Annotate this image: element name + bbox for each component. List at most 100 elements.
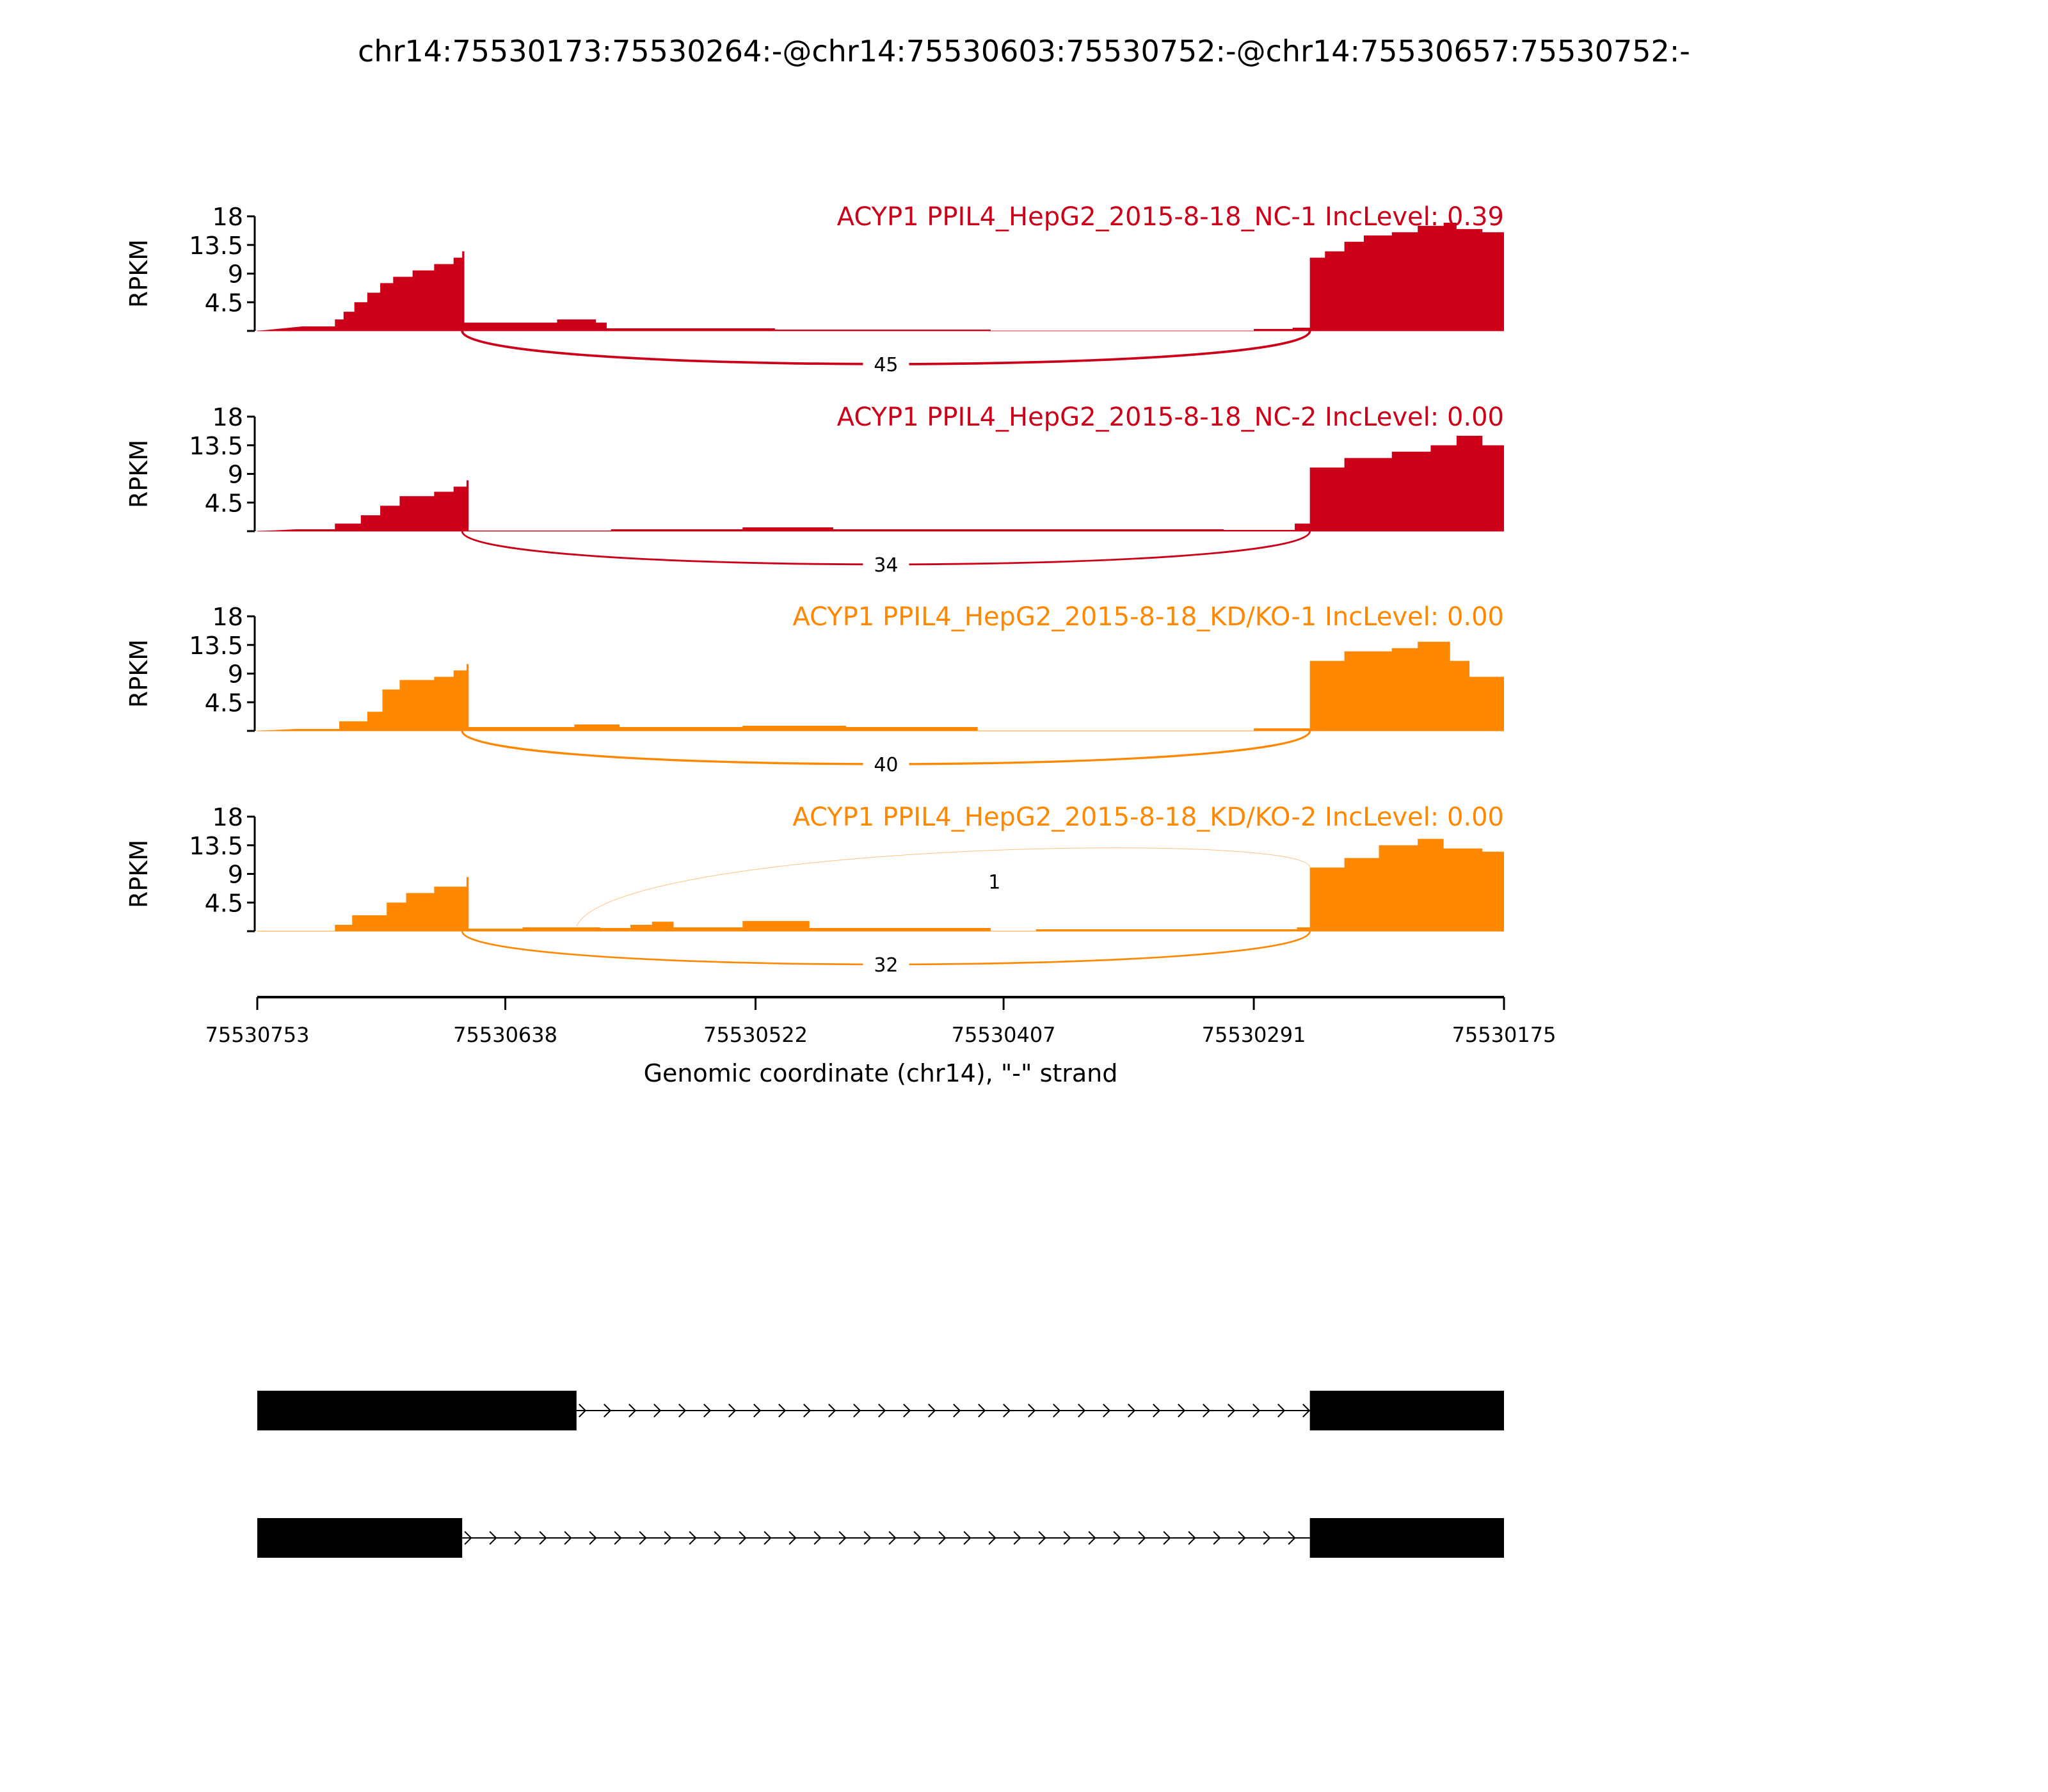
strand-arrow-icon (689, 1531, 697, 1545)
strand-arrow-icon (604, 1404, 612, 1418)
x-tick-label: 75530638 (453, 1023, 557, 1047)
y-axis-label: RPKM (125, 639, 153, 708)
strand-arrow-icon (703, 1404, 712, 1418)
strand-arrow-icon (888, 1531, 897, 1545)
junction-count: 1 (988, 872, 1000, 894)
strand-arrow-icon (938, 1531, 947, 1545)
coverage-area (257, 838, 1504, 931)
exon-block (1309, 1518, 1504, 1558)
coverage-area (257, 222, 1504, 331)
x-tick-label: 75530753 (205, 1023, 310, 1047)
strand-arrow-icon (988, 1531, 996, 1545)
y-tick-label: 18 (212, 203, 243, 231)
strand-arrow-icon (764, 1531, 772, 1545)
strand-arrow-icon (1128, 1404, 1136, 1418)
junction-count: 32 (874, 954, 898, 977)
junction-label-bg (863, 552, 909, 577)
y-tick-label: 13.5 (189, 632, 243, 660)
strand-arrow-icon (1028, 1404, 1036, 1418)
gene-models (257, 1391, 1504, 1558)
strand-arrow-icon (714, 1531, 722, 1545)
junction-label-bg (863, 351, 909, 377)
y-axis-label: RPKM (125, 840, 153, 908)
strand-arrow-icon (1078, 1404, 1086, 1418)
strand-arrow-icon (1302, 1404, 1311, 1418)
strand-arrow-icon (539, 1531, 547, 1545)
exon-block (257, 1518, 463, 1558)
panel-label: ACYP1 PPIL4_HepG2_2015-8-18_NC-1 IncLeve… (837, 202, 1504, 232)
strand-arrow-icon (1178, 1404, 1186, 1418)
strand-arrow-icon (803, 1404, 812, 1418)
junction-label-bg (863, 751, 909, 777)
strand-arrow-icon (1153, 1404, 1161, 1418)
strand-arrow-icon (953, 1404, 961, 1418)
y-axis-label: RPKM (125, 239, 153, 308)
panel-label: ACYP1 PPIL4_HepG2_2015-8-18_KD/KO-1 IncL… (792, 602, 1504, 632)
y-tick-label: 9 (228, 861, 243, 889)
coverage-area (257, 435, 1504, 531)
strand-arrow-icon (589, 1531, 597, 1545)
strand-arrow-icon (464, 1531, 472, 1545)
gene-model-1 (257, 1391, 1504, 1430)
strand-arrow-icon (1013, 1531, 1021, 1545)
strand-arrow-icon (1277, 1404, 1286, 1418)
strand-arrow-icon (838, 1531, 847, 1545)
strand-arrow-icon (564, 1531, 572, 1545)
strand-arrow-icon (739, 1531, 747, 1545)
y-tick-label: 4.5 (205, 489, 243, 517)
strand-arrow-icon (514, 1531, 522, 1545)
strand-arrow-icon (1113, 1531, 1121, 1545)
strand-arrow-icon (614, 1531, 622, 1545)
strand-arrow-icon (664, 1531, 672, 1545)
strand-arrow-icon (963, 1531, 972, 1545)
strand-arrow-icon (1063, 1531, 1071, 1545)
strand-arrow-icon (1103, 1404, 1111, 1418)
strand-arrow-icon (788, 1531, 797, 1545)
exon-block (257, 1391, 577, 1430)
strand-arrow-icon (913, 1531, 922, 1545)
strand-arrow-icon (853, 1404, 861, 1418)
y-tick-label: 4.5 (205, 689, 243, 717)
strand-arrow-icon (1252, 1404, 1261, 1418)
junction-label-bg (971, 868, 1018, 895)
panel-label: ACYP1 PPIL4_HepG2_2015-8-18_KD/KO-2 IncL… (792, 803, 1504, 832)
junction-count: 34 (874, 554, 898, 577)
x-tick-label: 75530175 (1452, 1023, 1556, 1047)
strand-arrow-icon (1138, 1531, 1146, 1545)
strand-arrow-icon (489, 1531, 497, 1545)
junction-count: 45 (874, 354, 898, 376)
strand-arrow-icon (1088, 1531, 1096, 1545)
strand-arrow-icon (1263, 1531, 1271, 1545)
strand-arrow-icon (728, 1404, 737, 1418)
y-tick-label: 9 (228, 660, 243, 689)
y-tick-label: 4.5 (205, 889, 243, 917)
y-tick-label: 9 (228, 461, 243, 489)
strand-arrow-icon (639, 1531, 647, 1545)
y-tick-label: 4.5 (205, 289, 243, 317)
x-tick-label: 75530522 (703, 1023, 808, 1047)
y-tick-label: 9 (228, 260, 243, 289)
strand-arrow-icon (1188, 1531, 1196, 1545)
strand-arrow-icon (628, 1404, 637, 1418)
strand-arrow-icon (753, 1404, 762, 1418)
panel-label: ACYP1 PPIL4_HepG2_2015-8-18_NC-2 IncLeve… (837, 403, 1504, 432)
strand-arrow-icon (1288, 1531, 1296, 1545)
strand-arrow-icon (1228, 1404, 1236, 1418)
strand-arrow-icon (1003, 1404, 1011, 1418)
chart-title: chr14:75530173:75530264:-@chr14:75530603… (358, 34, 1690, 68)
strand-arrow-icon (903, 1404, 911, 1418)
x-axis-label: Genomic coordinate (chr14), "-" strand (644, 1059, 1118, 1087)
strand-arrow-icon (579, 1404, 587, 1418)
y-tick-label: 13.5 (189, 232, 243, 260)
y-tick-label: 13.5 (189, 432, 243, 460)
x-tick-label: 75530407 (952, 1023, 1056, 1047)
